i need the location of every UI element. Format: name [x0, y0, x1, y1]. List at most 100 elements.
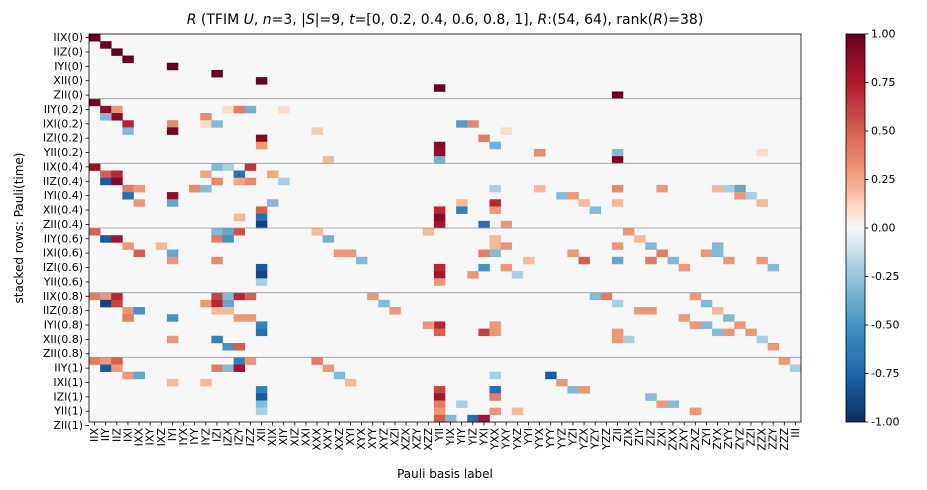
y-tick-label: ZII(1)	[53, 419, 83, 432]
heatmap-cell	[656, 249, 668, 258]
heatmap-cell	[222, 292, 234, 301]
heatmap-cell	[467, 414, 479, 423]
x-tick-label: ZZI	[744, 428, 757, 446]
heatmap-cell	[122, 371, 134, 380]
heatmap-cell	[433, 321, 446, 329]
heatmap-cell	[456, 120, 468, 128]
heatmap-cell	[255, 393, 268, 401]
heatmap-cell	[200, 299, 212, 308]
x-axis: IIXIIYIIZIXIIXXIXYIXZIYIIYXIYYIYZIZIIZXI…	[88, 422, 802, 451]
heatmap-cell	[278, 177, 290, 186]
y-tick-label: IYI(0.4)	[44, 189, 83, 202]
heatmap-cell	[166, 378, 179, 387]
heatmap-cell	[756, 256, 768, 265]
heatmap-cell	[244, 105, 257, 114]
heatmap-cell	[100, 177, 112, 186]
heatmap-cell	[478, 249, 490, 258]
heatmap-cell	[789, 364, 802, 373]
heatmap-cell	[122, 55, 134, 64]
y-tick-label: IIX(0.4)	[43, 160, 83, 173]
y-tick-label: XII(0.4)	[43, 204, 83, 217]
x-tick-label: XYY	[366, 428, 379, 449]
heatmap-cell	[211, 177, 223, 186]
heatmap-cell	[356, 256, 368, 265]
heatmap-cell	[467, 120, 479, 128]
heatmap-cell	[255, 134, 268, 143]
colorbar-tick-label: 0.00	[871, 222, 896, 235]
heatmap-cell	[255, 400, 268, 408]
heatmap-cell	[233, 228, 246, 236]
heatmap-cell	[478, 263, 490, 272]
heatmap-cell	[433, 407, 446, 416]
heatmap-cell	[712, 184, 724, 193]
x-tick-label: YZY	[589, 428, 602, 450]
heatmap-cell	[200, 113, 212, 121]
heatmap-cell	[723, 256, 735, 265]
heatmap-cell	[489, 321, 501, 329]
x-tick-label: XIZ	[288, 428, 301, 447]
heatmap-cell	[278, 105, 290, 114]
heatmap-cell	[478, 414, 490, 423]
heatmap-cell	[634, 307, 646, 315]
heatmap-cell	[433, 84, 446, 92]
title-part: (TFIM	[196, 12, 243, 28]
heatmap-cell	[600, 292, 613, 301]
colorbar-tick-label: -0.25	[871, 270, 899, 283]
heatmap-cell	[433, 393, 446, 401]
y-tick-label: IYI(0.8)	[44, 319, 83, 332]
x-tick-label: IZY	[233, 428, 246, 446]
heatmap-cell	[211, 364, 223, 373]
x-tick-label: YYI	[522, 428, 535, 446]
heatmap-cell	[255, 278, 268, 286]
heatmap-cell	[700, 249, 713, 258]
heatmap-cell	[367, 292, 379, 301]
heatmap-cell	[667, 256, 679, 265]
heatmap-cell	[333, 371, 346, 380]
heatmap-cell	[433, 386, 446, 394]
heatmap-cell	[322, 235, 335, 243]
heatmap-cell	[433, 213, 446, 222]
heatmap-cell	[166, 335, 179, 344]
heatmap-cell	[623, 228, 635, 236]
heatmap-cell	[689, 321, 702, 329]
heatmap-cell	[500, 127, 513, 135]
heatmap-cell	[100, 235, 112, 243]
heatmap-cell	[244, 314, 257, 322]
x-tick-label: ZIZ	[644, 428, 657, 447]
heatmap-cell	[767, 263, 780, 272]
y-axis-label: stacked rows: Pauli(time)	[12, 153, 26, 304]
x-tick-label: ZYX	[711, 428, 724, 450]
x-tick-label: ZXY	[678, 428, 691, 450]
x-tick-label: XZZ	[422, 428, 435, 451]
heatmap-cell	[489, 235, 501, 243]
x-tick-label: IXY	[144, 428, 157, 446]
x-tick-label: YYX	[533, 428, 546, 450]
title-r3-symbol: R	[653, 12, 663, 28]
y-tick-label: IXI(1)	[53, 376, 83, 389]
heatmap-cell	[233, 170, 246, 179]
heatmap-cell	[433, 271, 446, 279]
heatmap-cell	[255, 77, 268, 85]
x-tick-label: IYZ	[199, 428, 212, 446]
y-tick-label: YII(1)	[53, 405, 83, 418]
heatmap-cell	[311, 127, 323, 135]
heatmap-cell	[712, 328, 724, 337]
heatmap-cell	[489, 371, 501, 380]
heatmap-cell	[122, 242, 134, 250]
heatmap-cell	[100, 113, 112, 121]
x-tick-label: III	[789, 428, 802, 438]
heatmap-cell	[656, 400, 668, 408]
heatmap-cell	[122, 120, 134, 128]
heatmap-cell	[778, 357, 791, 365]
heatmap-cell	[211, 163, 223, 171]
heatmap-cell	[767, 342, 780, 351]
heatmap-cell	[589, 292, 602, 301]
heatmap-cell	[723, 184, 735, 193]
heatmap-cell	[433, 141, 446, 150]
heatmap-cell	[511, 407, 524, 416]
colorbar-gradient	[845, 33, 866, 423]
x-tick-label: IXZ	[155, 428, 168, 447]
heatmap-cell	[133, 184, 145, 193]
heatmap-cell	[712, 242, 724, 250]
x-tick-label: YIZ	[466, 428, 479, 447]
